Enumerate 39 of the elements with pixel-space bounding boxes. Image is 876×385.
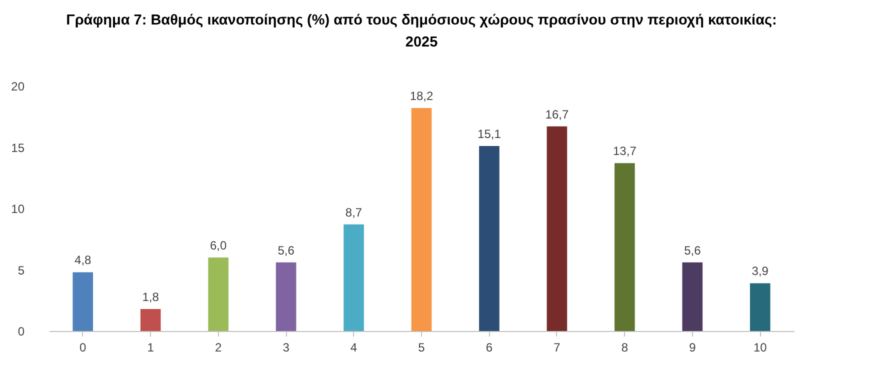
data-label: 1,8 [142,290,160,304]
bar [546,126,568,331]
y-tick-label: 15 [11,140,25,155]
chart-title: Γράφημα 7: Βαθμός ικανοποίησης (%) από τους δημόσιους χώρους πρασίνου στην περιοχή κατοικίας: 2025 [66,12,777,50]
bar [614,163,635,331]
bar [682,262,703,331]
data-label: 5,6 [684,243,702,258]
x-tick-label: 8 [621,340,628,354]
data-label: 8,7 [345,205,362,220]
bar [208,258,228,331]
y-tick-label: 5 [18,263,25,278]
bar [344,224,364,331]
y-tick-label: 20 [11,80,25,94]
y-tick-label: 10 [11,202,25,216]
data-label: 13,7 [613,144,637,158]
data-label: 15,1 [478,127,502,142]
x-tick-label: 3 [282,340,290,354]
x-tick-label: 5 [418,340,426,354]
x-tick-label: 7 [554,340,561,354]
bar [140,308,161,331]
bar [276,262,296,331]
data-label: 3,9 [752,264,769,278]
x-tick-label: 10 [753,340,768,354]
x-tick-label: 4 [350,340,358,354]
bar [411,108,432,331]
data-label: 4,8 [74,253,92,268]
data-label: 6,0 [210,238,227,252]
data-label: 5,6 [278,243,295,258]
data-label: 16,7 [545,107,569,122]
bar [750,283,770,331]
x-tick-label: 2 [214,340,222,354]
x-tick-label: 1 [147,340,154,354]
y-tick-label: 0 [18,324,25,338]
bar [479,146,500,331]
x-tick-label: 9 [689,340,696,354]
x-tick-label: 6 [486,340,493,354]
data-label: 18,2 [410,89,434,104]
bar [72,272,94,331]
x-tick-label: 0 [80,340,87,354]
